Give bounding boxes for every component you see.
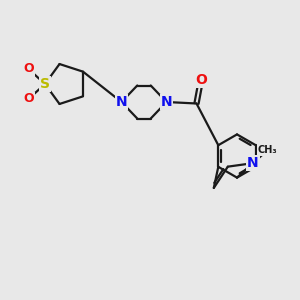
Text: N: N <box>161 95 172 109</box>
Text: CH₃: CH₃ <box>258 145 278 155</box>
Text: S: S <box>40 77 50 91</box>
Text: N: N <box>116 95 127 109</box>
Text: O: O <box>23 92 34 106</box>
Text: O: O <box>195 73 207 86</box>
Text: O: O <box>23 62 34 76</box>
Text: N: N <box>247 156 259 170</box>
